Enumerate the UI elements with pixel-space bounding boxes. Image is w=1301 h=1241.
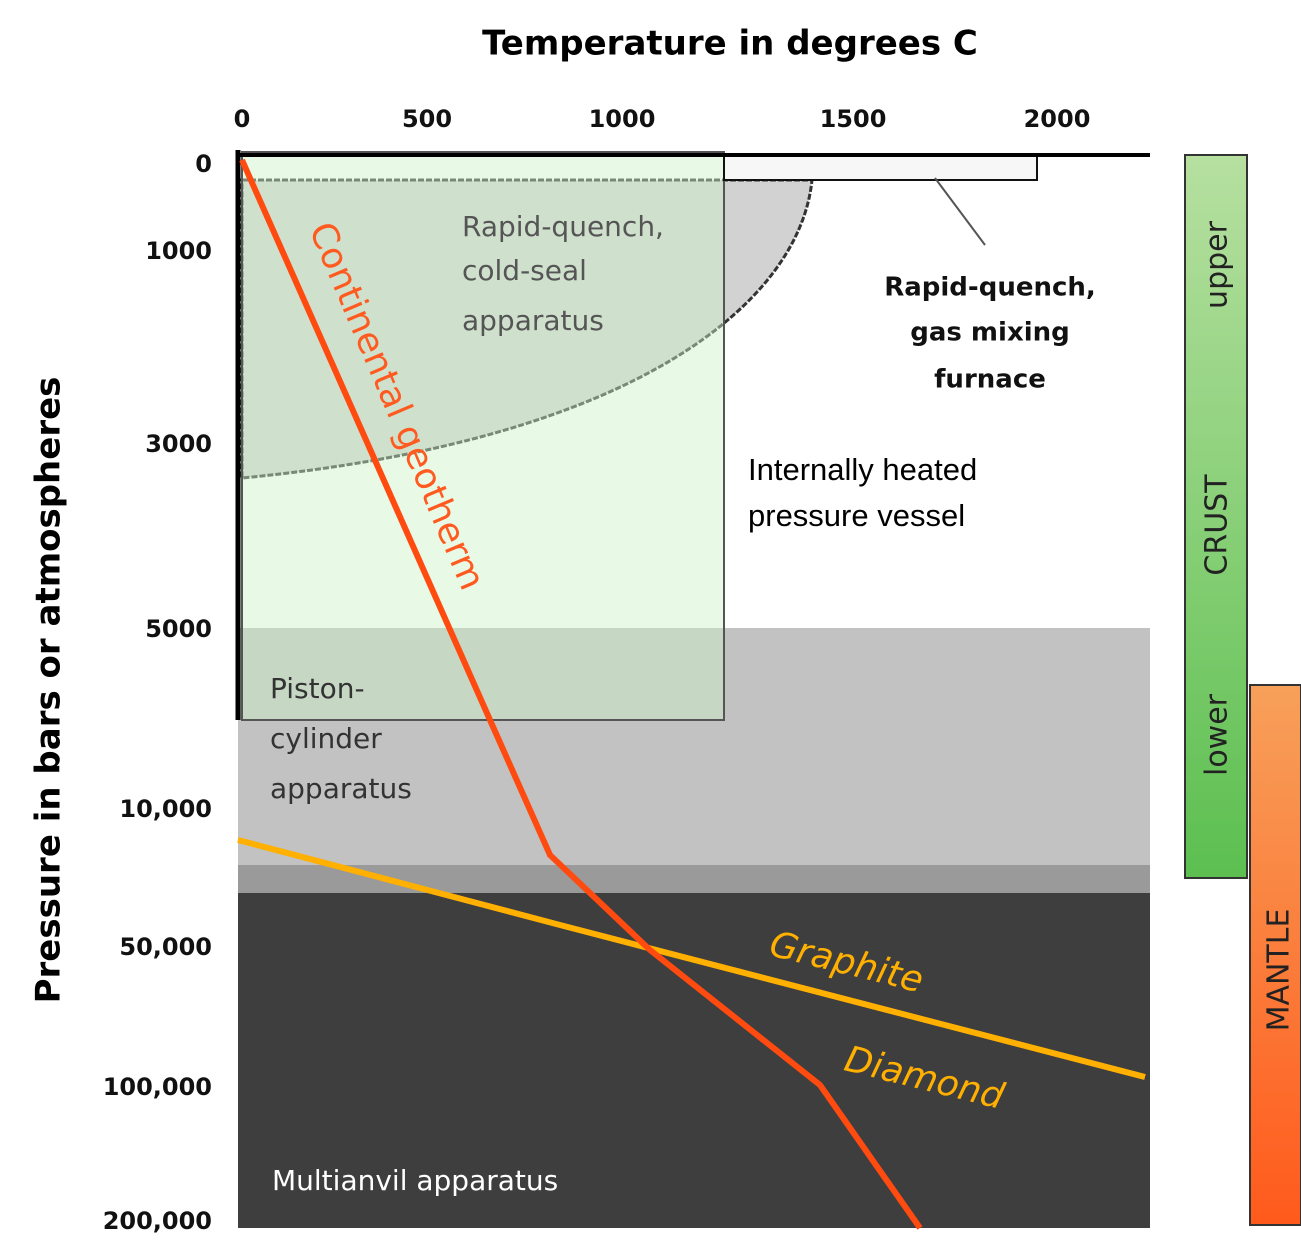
crust-bar	[1184, 154, 1248, 879]
internally-heated-box	[241, 151, 725, 721]
y-tick-label: 100,000	[103, 1073, 212, 1101]
region-label: apparatus	[462, 304, 604, 337]
x-tick-label: 500	[402, 105, 452, 133]
side-label: lower	[1200, 693, 1235, 776]
y-tick-label: 200,000	[103, 1207, 212, 1235]
x-tick-label: 1000	[589, 105, 656, 133]
region-label: Rapid-quench,	[462, 210, 664, 243]
region-label: furnace	[934, 365, 1046, 395]
region-label: Rapid-quench,	[884, 273, 1096, 303]
y-tick-label: 5000	[145, 615, 212, 643]
leader-line	[934, 177, 986, 246]
x-tick-label: 0	[234, 105, 251, 133]
region-label: gas mixing	[910, 318, 1070, 348]
x-tick-label: 1500	[820, 105, 887, 133]
region-label: Multianvil apparatus	[272, 1164, 558, 1197]
region-label: cold-seal	[462, 254, 587, 287]
y-tick-label: 1000	[145, 237, 212, 265]
side-label: MANTLE	[1262, 909, 1297, 1032]
side-label: CRUST	[1200, 474, 1235, 576]
y-tick-label: 10,000	[119, 795, 212, 823]
graphite-diamond-line	[237, 837, 1146, 1080]
geotherm-line	[239, 158, 923, 1230]
region-label: Internally heated	[748, 452, 977, 487]
y-tick-label: 3000	[145, 430, 212, 458]
mantle-bar	[1249, 684, 1301, 1226]
side-label: upper	[1200, 220, 1235, 309]
y-tick-label: 0	[195, 150, 212, 178]
region-label: cylinder	[270, 722, 382, 755]
region-label: apparatus	[270, 772, 412, 805]
region-label: Piston-	[270, 672, 365, 705]
y-axis-title: Pressure in bars or atmospheres	[29, 377, 69, 1004]
y-tick-label: 50,000	[119, 933, 212, 961]
x-axis-title: Temperature in degrees C	[482, 24, 978, 64]
region-label: pressure vessel	[748, 498, 965, 533]
x-tick-label: 2000	[1024, 105, 1091, 133]
multianvil-region	[238, 893, 1150, 1228]
piston-region	[238, 628, 1150, 865]
gas-mixing-bar	[723, 154, 1038, 181]
